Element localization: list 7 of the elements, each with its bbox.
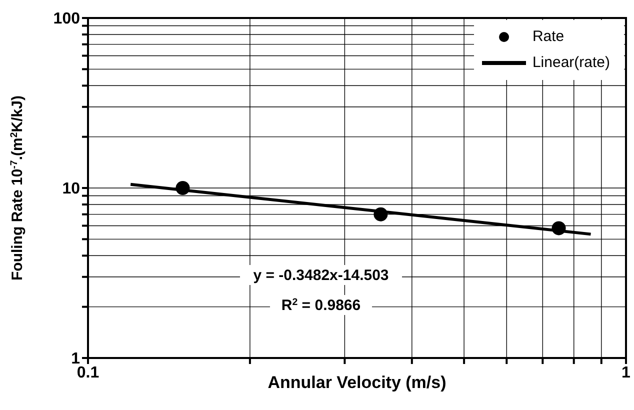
x-axis-title: Annular Velocity (m/s) bbox=[268, 373, 446, 392]
legend-label: Rate bbox=[532, 27, 564, 47]
annotation: R$^{2}$ = 0.9866 bbox=[281, 296, 361, 314]
y-tick-label: 100 bbox=[53, 10, 80, 28]
annotation: y = -0.3482x-14.503 bbox=[253, 267, 389, 284]
y-tick-label: 10 bbox=[62, 180, 80, 198]
legend-label: Linear(rate) bbox=[532, 53, 610, 73]
